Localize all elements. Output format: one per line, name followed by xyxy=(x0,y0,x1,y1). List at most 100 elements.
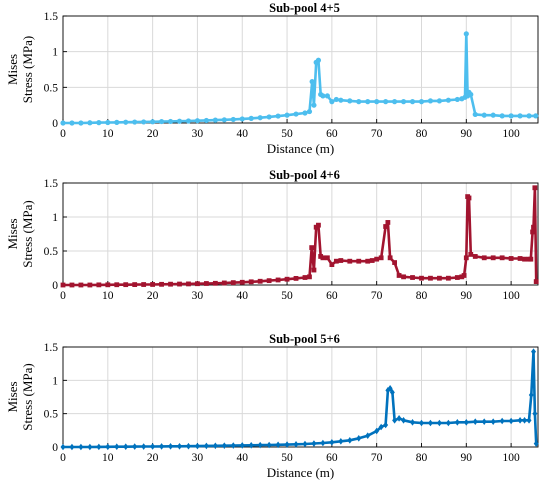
data-point xyxy=(159,443,165,450)
data-point xyxy=(87,443,93,451)
data-point xyxy=(526,417,532,424)
data-point xyxy=(309,79,315,85)
data-point xyxy=(177,442,182,450)
data-point xyxy=(410,275,415,280)
data-point xyxy=(230,280,236,286)
data-point xyxy=(454,275,460,280)
data-point xyxy=(96,120,102,126)
data-point xyxy=(508,256,514,261)
data-point xyxy=(374,427,380,435)
data-point xyxy=(132,443,138,450)
data-point xyxy=(396,415,402,422)
data-point xyxy=(347,258,353,264)
data-point xyxy=(499,113,505,119)
data-point xyxy=(392,417,398,424)
x-tick-label: 0 xyxy=(60,290,66,302)
data-point xyxy=(517,417,523,424)
data-point xyxy=(150,119,156,125)
data-point xyxy=(499,255,505,261)
data-point xyxy=(306,108,313,115)
data-point xyxy=(374,99,380,105)
data-point xyxy=(410,419,416,426)
chart-title: Sub-pool 4+6 xyxy=(269,168,340,182)
data-point xyxy=(194,118,201,124)
y-tick-label: 0 xyxy=(52,280,58,292)
data-point xyxy=(105,119,111,126)
data-point xyxy=(461,273,467,278)
data-point xyxy=(320,439,326,447)
chart-title: Sub-pool 5+6 xyxy=(269,332,340,346)
data-point xyxy=(445,275,451,281)
data-point xyxy=(239,279,245,285)
data-point xyxy=(508,417,514,425)
data-point xyxy=(481,255,487,261)
data-point xyxy=(378,423,384,431)
data-point xyxy=(526,113,532,119)
data-point xyxy=(248,279,254,285)
data-point xyxy=(150,443,156,450)
data-point xyxy=(275,441,281,449)
data-point xyxy=(186,281,191,287)
y-tick-label: 0.5 xyxy=(44,82,59,94)
data-point xyxy=(302,275,308,280)
series-line xyxy=(63,32,536,125)
x-tick-label: 40 xyxy=(236,290,248,302)
data-point xyxy=(329,262,335,267)
data-point xyxy=(365,99,371,105)
y-tick-label: 0 xyxy=(52,442,58,454)
data-point xyxy=(87,282,93,288)
x-tick-label: 80 xyxy=(416,452,428,464)
data-point xyxy=(389,389,395,396)
data-point xyxy=(60,443,66,451)
data-point xyxy=(490,418,496,425)
data-point xyxy=(468,91,474,98)
data-point xyxy=(472,254,478,259)
x-tick-label: 80 xyxy=(416,128,428,140)
data-point xyxy=(369,258,375,263)
data-point xyxy=(221,117,227,123)
x-tick-label: 50 xyxy=(281,290,293,302)
data-point xyxy=(105,282,111,288)
data-point xyxy=(293,276,299,281)
data-point xyxy=(141,119,147,125)
data-point xyxy=(293,111,299,117)
data-point xyxy=(365,432,371,439)
data-point xyxy=(114,443,120,451)
data-point xyxy=(266,114,272,120)
data-point xyxy=(316,222,321,228)
chart-panel-3: 0 10 20 30 40 50 60 70 80 90 100 0 0.5 1 1.5 Sub-pool 5… xyxy=(5,332,539,480)
data-point xyxy=(347,98,353,104)
data-point xyxy=(532,410,538,417)
data-point xyxy=(472,111,478,118)
x-tick-label: 70 xyxy=(371,290,383,302)
data-point xyxy=(466,195,472,201)
x-tick-label: 20 xyxy=(147,452,159,464)
data-point xyxy=(320,255,326,261)
plot-frame xyxy=(62,346,539,448)
data-point xyxy=(96,282,102,288)
y-tick-label: 0 xyxy=(52,118,58,130)
y-tick-label: 1 xyxy=(52,47,58,59)
data-point xyxy=(324,93,330,99)
data-point xyxy=(472,418,478,425)
data-point xyxy=(338,438,344,445)
data-point xyxy=(239,442,245,449)
data-point xyxy=(383,224,389,229)
x-tick-label: 100 xyxy=(502,128,520,140)
data-point xyxy=(168,443,174,450)
y-tick-label: 0.5 xyxy=(44,409,59,421)
data-point xyxy=(530,229,536,235)
data-point xyxy=(347,437,353,444)
data-point xyxy=(517,256,523,261)
data-point xyxy=(419,275,424,281)
data-point xyxy=(454,96,460,103)
data-point xyxy=(284,441,290,448)
data-point xyxy=(177,281,182,287)
data-point xyxy=(329,99,335,105)
y-axis-label: Stress (MPa) xyxy=(20,36,35,104)
x-tick-label: 60 xyxy=(326,128,338,140)
data-point xyxy=(385,220,391,225)
y-tick-label: 0.5 xyxy=(44,246,59,258)
data-point xyxy=(176,118,183,124)
data-point xyxy=(481,112,487,118)
